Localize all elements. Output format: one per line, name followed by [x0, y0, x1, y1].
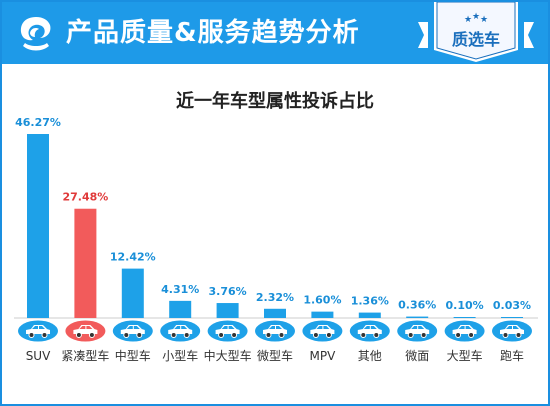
bar: [311, 311, 334, 318]
bar: [453, 317, 476, 318]
svg-text:★: ★: [472, 12, 480, 22]
car-icon: [112, 320, 153, 342]
bar: [27, 134, 49, 318]
bar-value-label: 4.31%: [161, 283, 199, 296]
car-icon: [255, 320, 295, 342]
car-icon: [302, 320, 343, 342]
bar-value-label: 0.03%: [493, 299, 531, 312]
svg-text:★: ★: [480, 15, 488, 25]
bar-value-label: 27.48%: [62, 191, 108, 204]
car-icon: [444, 320, 485, 342]
bar-value-label: 12.42%: [110, 251, 156, 264]
car-icon: [160, 320, 201, 342]
category-label: 中大型车: [204, 348, 252, 363]
svg-text:★: ★: [464, 15, 472, 25]
ribbon-badge-icon: ★ ★ ★: [418, 2, 534, 62]
category-label: SUV: [26, 349, 51, 363]
bar: [121, 268, 144, 318]
category-label: 中型车: [115, 348, 151, 363]
page-title: 产品质量&服务趋势分析: [66, 18, 360, 48]
bar: [264, 308, 286, 318]
category-label: 微面: [405, 349, 429, 363]
bar: [501, 317, 523, 318]
brand-logo-icon: [20, 17, 51, 51]
category-label: 其他: [358, 349, 382, 363]
bar-value-label: 3.76%: [209, 285, 247, 298]
category-label: 跑车: [500, 348, 524, 363]
bar: [74, 208, 97, 318]
chart-title: 近一年车型属性投诉占比: [176, 91, 374, 112]
bar-value-label: 46.27%: [15, 116, 61, 129]
car-icon: [349, 320, 390, 342]
car-icon: [207, 320, 248, 342]
bar: [169, 300, 192, 318]
bar-value-label: 1.60%: [303, 294, 341, 307]
brand-badge: ★ ★ ★ 质选车: [414, 2, 538, 64]
car-icon: [492, 320, 532, 342]
category-label: 微型车: [257, 348, 293, 363]
category-label: 紧凑型车: [61, 348, 109, 363]
car-icon: [65, 320, 106, 342]
car-icon: [18, 320, 58, 342]
car-icon: [397, 320, 438, 342]
category-label: 小型车: [162, 348, 198, 363]
header-bar: 产品质量&服务趋势分析 ★ ★ ★ 质选车: [2, 2, 548, 64]
bar-value-label: 1.36%: [351, 295, 389, 308]
bar-value-label: 0.36%: [398, 299, 436, 312]
bar: [216, 303, 239, 318]
badge-text: 质选车: [451, 30, 500, 49]
bar-value-label: 0.10%: [446, 299, 484, 312]
bar: [406, 316, 429, 318]
bar-value-label: 2.32%: [256, 291, 294, 304]
category-label: MPV: [309, 349, 336, 363]
bar: [358, 312, 381, 318]
category-label: 大型车: [447, 348, 483, 363]
